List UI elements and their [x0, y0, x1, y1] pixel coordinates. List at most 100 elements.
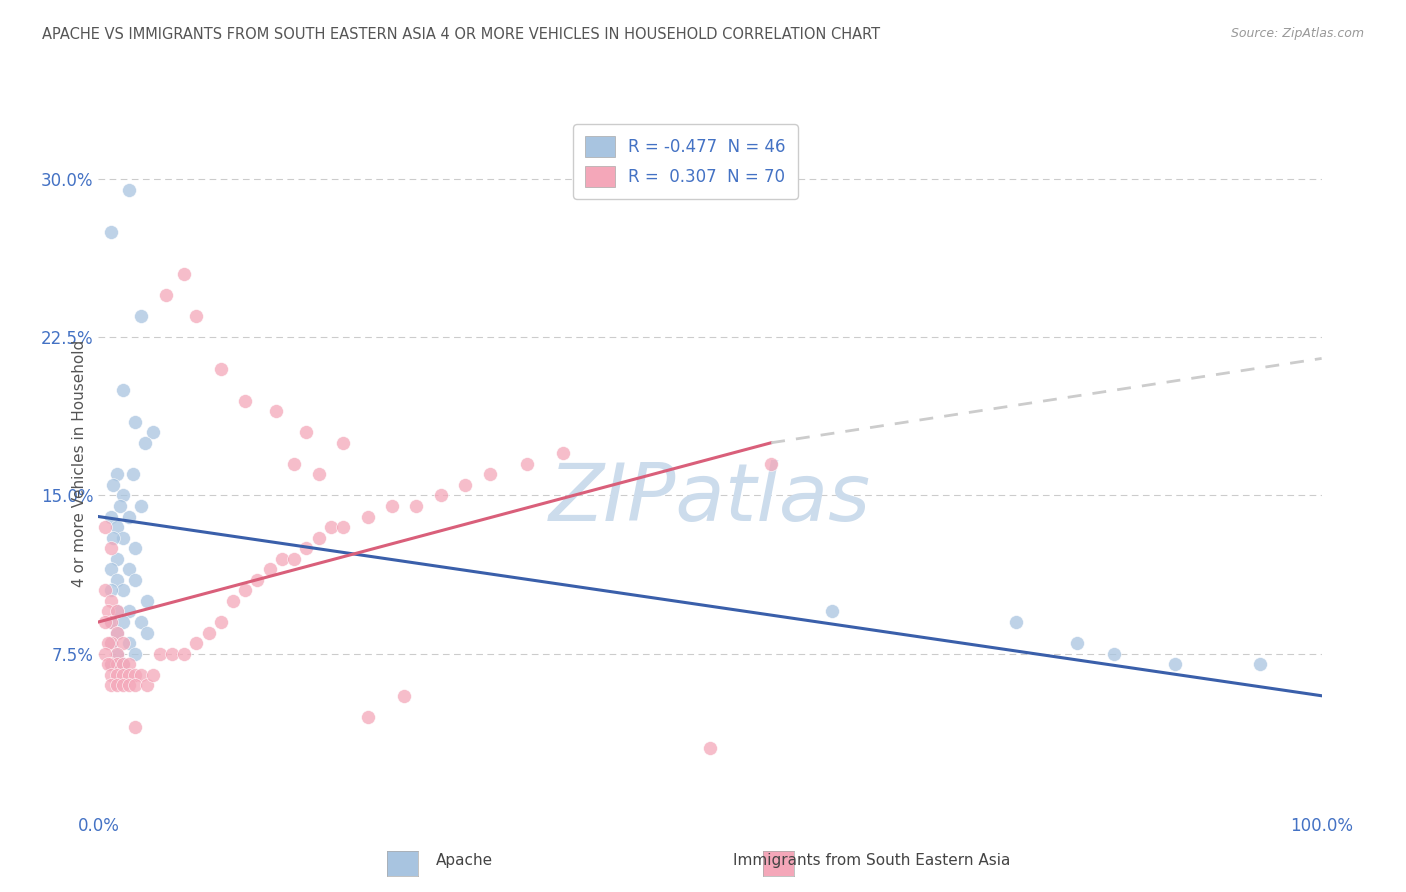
- Point: [209, 362, 232, 376]
- Point: [105, 647, 128, 661]
- Point: [110, 499, 132, 513]
- Point: [124, 720, 146, 734]
- Point: [97, 636, 120, 650]
- Point: [264, 404, 287, 418]
- Point: [332, 520, 354, 534]
- Point: [186, 310, 208, 324]
- Point: [129, 667, 152, 681]
- Point: [105, 657, 128, 672]
- Point: [405, 499, 427, 513]
- Point: [129, 499, 152, 513]
- Point: [356, 509, 378, 524]
- Point: [100, 657, 122, 672]
- Point: [821, 604, 844, 618]
- Point: [101, 531, 124, 545]
- Point: [129, 615, 152, 629]
- Point: [319, 520, 342, 534]
- Point: [105, 625, 128, 640]
- Point: [124, 647, 146, 661]
- Point: [111, 657, 134, 672]
- Point: [430, 488, 453, 502]
- Point: [100, 667, 122, 681]
- Point: [100, 636, 122, 650]
- Point: [97, 657, 120, 672]
- Point: [118, 657, 141, 672]
- Point: [100, 615, 122, 629]
- Point: [105, 551, 128, 566]
- Point: [105, 604, 128, 618]
- Text: ZIPatlas: ZIPatlas: [548, 459, 872, 538]
- Point: [105, 604, 128, 618]
- Point: [124, 573, 146, 587]
- Point: [136, 678, 159, 692]
- Text: Immigrants from South Eastern Asia: Immigrants from South Eastern Asia: [733, 854, 1011, 868]
- Point: [111, 488, 134, 502]
- Point: [209, 615, 232, 629]
- Point: [173, 647, 195, 661]
- Point: [100, 594, 122, 608]
- Point: [134, 435, 156, 450]
- Point: [699, 741, 721, 756]
- Point: [761, 457, 783, 471]
- Point: [100, 541, 122, 556]
- Point: [332, 435, 354, 450]
- Point: [308, 467, 330, 482]
- Point: [149, 647, 172, 661]
- Point: [111, 615, 134, 629]
- Point: [155, 288, 177, 302]
- Point: [93, 647, 115, 661]
- Text: Apache: Apache: [436, 854, 492, 868]
- Point: [283, 551, 305, 566]
- Point: [111, 678, 134, 692]
- Point: [1164, 657, 1187, 672]
- Point: [516, 457, 538, 471]
- Point: [111, 383, 134, 397]
- Text: APACHE VS IMMIGRANTS FROM SOUTH EASTERN ASIA 4 OR MORE VEHICLES IN HOUSEHOLD COR: APACHE VS IMMIGRANTS FROM SOUTH EASTERN …: [42, 27, 880, 42]
- Point: [295, 541, 318, 556]
- Point: [129, 310, 152, 324]
- Point: [142, 667, 165, 681]
- Point: [553, 446, 575, 460]
- Point: [356, 710, 378, 724]
- Point: [173, 267, 195, 281]
- Y-axis label: 4 or more Vehicles in Household: 4 or more Vehicles in Household: [72, 340, 87, 588]
- Point: [111, 531, 134, 545]
- Legend: R = -0.477  N = 46, R =  0.307  N = 70: R = -0.477 N = 46, R = 0.307 N = 70: [574, 124, 797, 199]
- Point: [270, 551, 294, 566]
- Point: [118, 509, 141, 524]
- Point: [97, 604, 120, 618]
- Point: [1066, 636, 1088, 650]
- Point: [246, 573, 269, 587]
- Point: [259, 562, 281, 576]
- Point: [233, 583, 256, 598]
- Point: [100, 562, 122, 576]
- Point: [136, 594, 159, 608]
- Point: [105, 667, 128, 681]
- Point: [222, 594, 245, 608]
- Point: [100, 583, 122, 598]
- Point: [111, 636, 134, 650]
- Point: [93, 583, 115, 598]
- Point: [121, 467, 143, 482]
- Point: [392, 689, 416, 703]
- Text: Source: ZipAtlas.com: Source: ZipAtlas.com: [1230, 27, 1364, 40]
- Point: [283, 457, 305, 471]
- Point: [124, 667, 146, 681]
- Point: [105, 573, 128, 587]
- Point: [118, 636, 141, 650]
- Point: [100, 225, 122, 239]
- Point: [93, 615, 115, 629]
- Point: [111, 667, 134, 681]
- Point: [118, 667, 141, 681]
- Point: [105, 678, 128, 692]
- Point: [105, 647, 128, 661]
- Point: [100, 636, 122, 650]
- Point: [142, 425, 165, 440]
- Point: [1004, 615, 1026, 629]
- Point: [100, 615, 122, 629]
- Point: [478, 467, 501, 482]
- Point: [93, 520, 115, 534]
- Point: [233, 393, 256, 408]
- Point: [118, 562, 141, 576]
- Point: [124, 415, 146, 429]
